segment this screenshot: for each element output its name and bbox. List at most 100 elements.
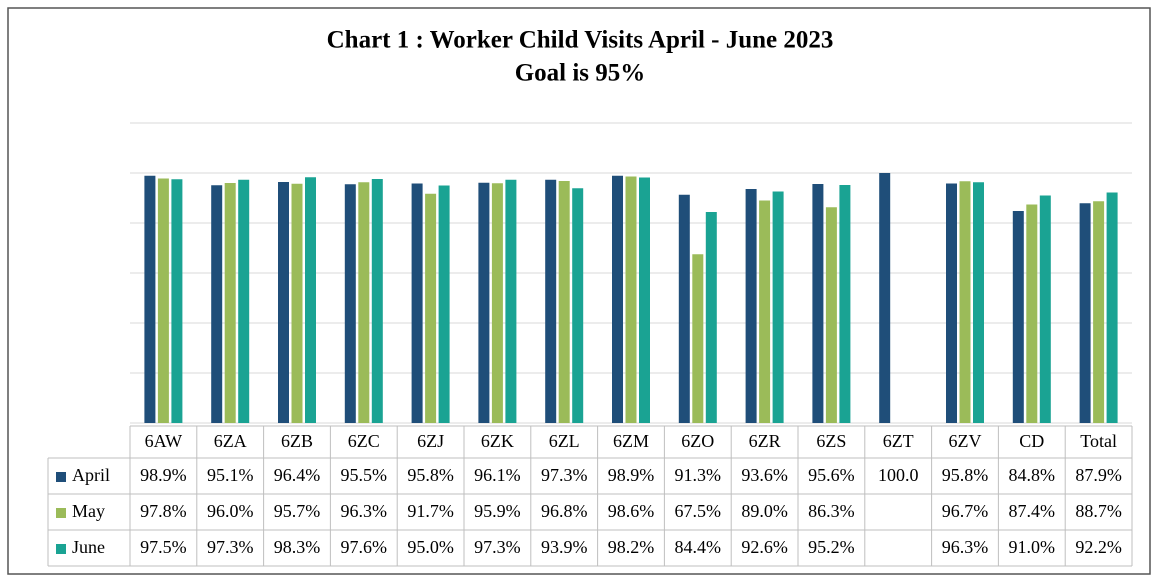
bar bbox=[705, 212, 717, 423]
data-label: 96.1% bbox=[474, 465, 521, 485]
x-tick-label: 6ZT bbox=[883, 431, 914, 451]
data-label: 100.0 bbox=[878, 465, 919, 485]
data-label: 84.4% bbox=[675, 537, 722, 557]
bar bbox=[411, 183, 423, 423]
bar bbox=[305, 177, 316, 423]
data-label: 97.3% bbox=[474, 537, 521, 557]
bar bbox=[224, 183, 236, 423]
bar bbox=[344, 184, 356, 423]
bar bbox=[692, 254, 704, 423]
x-tick-label: 6ZV bbox=[949, 431, 982, 451]
bar bbox=[1012, 211, 1024, 423]
data-label: 88.7% bbox=[1075, 501, 1122, 521]
bar bbox=[144, 175, 156, 423]
data-label: 95.9% bbox=[474, 501, 521, 521]
bar bbox=[879, 173, 891, 423]
x-tick-label: 6AW bbox=[145, 431, 183, 451]
data-label: 97.3% bbox=[207, 537, 254, 557]
bar bbox=[545, 179, 557, 423]
data-label: 98.6% bbox=[608, 501, 655, 521]
data-label: 95.6% bbox=[808, 465, 855, 485]
bar bbox=[973, 182, 984, 423]
bar bbox=[1079, 203, 1091, 423]
legend-label: May bbox=[72, 501, 105, 521]
legend-label: April bbox=[72, 465, 110, 485]
data-label: 96.3% bbox=[341, 501, 388, 521]
bar bbox=[171, 179, 183, 423]
bar bbox=[291, 183, 303, 423]
data-label: 96.0% bbox=[207, 501, 254, 521]
bar bbox=[558, 181, 570, 423]
bar bbox=[839, 185, 851, 423]
bar bbox=[946, 183, 957, 423]
bar bbox=[425, 193, 437, 423]
bar bbox=[959, 181, 971, 423]
legend-swatch bbox=[56, 544, 66, 554]
data-label: 92.6% bbox=[741, 537, 788, 557]
bar bbox=[612, 175, 623, 423]
data-label: 87.4% bbox=[1009, 501, 1056, 521]
bar bbox=[211, 185, 223, 423]
data-label: 91.7% bbox=[407, 501, 454, 521]
data-label: 95.5% bbox=[341, 465, 388, 485]
x-tick-label: 6ZJ bbox=[417, 431, 444, 451]
x-tick-label: 6ZM bbox=[613, 431, 649, 451]
data-label: 95.8% bbox=[407, 465, 454, 485]
data-label: 84.8% bbox=[1009, 465, 1056, 485]
data-label: 97.6% bbox=[341, 537, 388, 557]
bar bbox=[639, 177, 650, 423]
bar bbox=[1093, 201, 1105, 423]
data-label: 91.0% bbox=[1009, 537, 1056, 557]
data-label: 89.0% bbox=[741, 501, 788, 521]
x-tick-label: 6ZL bbox=[549, 431, 580, 451]
data-label: 96.7% bbox=[942, 501, 989, 521]
data-label: 91.3% bbox=[675, 465, 722, 485]
data-label: 98.3% bbox=[274, 537, 321, 557]
data-label: 98.9% bbox=[608, 465, 655, 485]
bar bbox=[358, 182, 370, 423]
x-tick-label: 6ZO bbox=[681, 431, 714, 451]
bar bbox=[505, 179, 517, 423]
x-tick-label: CD bbox=[1019, 431, 1044, 451]
bar bbox=[438, 185, 450, 423]
x-tick-label: 6ZS bbox=[816, 431, 846, 451]
data-label: 96.3% bbox=[942, 537, 989, 557]
bar bbox=[825, 207, 837, 423]
bar bbox=[1106, 192, 1118, 423]
x-tick-label: Total bbox=[1080, 431, 1117, 451]
legend-swatch bbox=[56, 508, 66, 518]
legend-swatch bbox=[56, 472, 66, 482]
bar bbox=[278, 182, 289, 423]
data-label: 96.8% bbox=[541, 501, 588, 521]
data-label: 92.2% bbox=[1075, 537, 1122, 557]
x-tick-label: 6ZK bbox=[481, 431, 514, 451]
bar bbox=[238, 179, 250, 423]
data-label: 98.9% bbox=[140, 465, 187, 485]
chart-subtitle: Goal is 95% bbox=[515, 60, 646, 87]
chart-title: Chart 1 : Worker Child Visits April - Ju… bbox=[327, 27, 834, 54]
bar bbox=[1039, 195, 1051, 423]
bar bbox=[678, 194, 690, 423]
bar bbox=[625, 176, 637, 423]
data-label: 97.3% bbox=[541, 465, 588, 485]
data-label: 95.0% bbox=[407, 537, 454, 557]
data-label: 97.5% bbox=[140, 537, 187, 557]
bar bbox=[772, 191, 784, 423]
bar bbox=[371, 179, 383, 423]
data-label: 97.8% bbox=[140, 501, 187, 521]
bar bbox=[745, 189, 757, 423]
data-label: 86.3% bbox=[808, 501, 855, 521]
data-label: 67.5% bbox=[675, 501, 722, 521]
data-label: 93.9% bbox=[541, 537, 588, 557]
bar bbox=[478, 182, 490, 423]
data-label: 96.4% bbox=[274, 465, 321, 485]
bar bbox=[491, 183, 503, 423]
data-label: 87.9% bbox=[1075, 465, 1122, 485]
bar bbox=[759, 200, 771, 423]
bar bbox=[572, 188, 584, 423]
data-label: 95.1% bbox=[207, 465, 254, 485]
data-label: 98.2% bbox=[608, 537, 655, 557]
x-tick-label: 6ZC bbox=[348, 431, 380, 451]
